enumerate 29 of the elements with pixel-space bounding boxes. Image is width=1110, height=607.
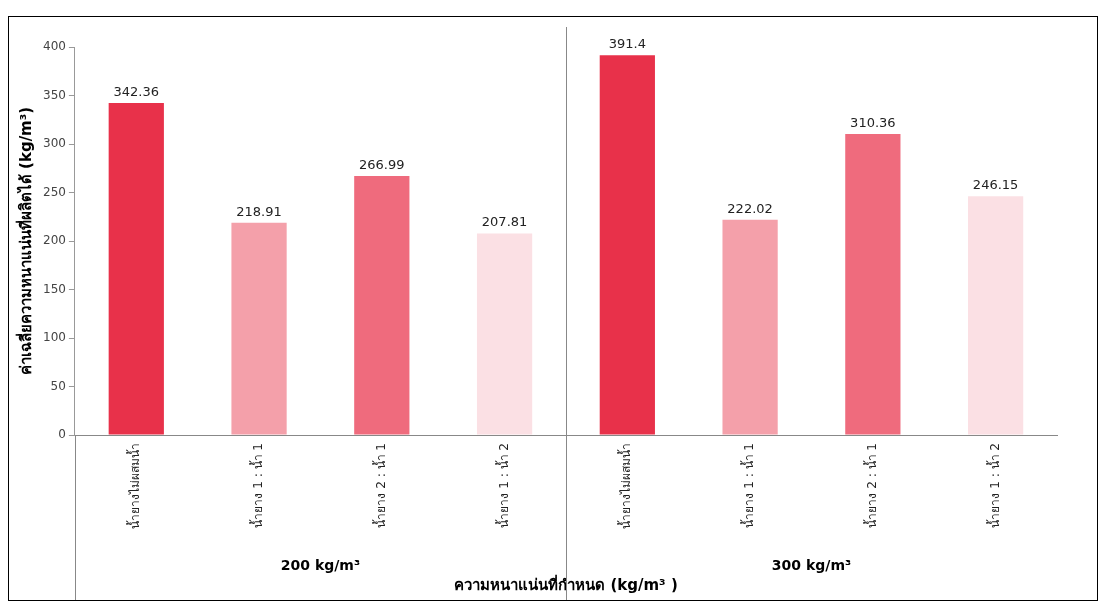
- y-tick-label: 50: [50, 378, 66, 393]
- x-tick-label: น้ำยาง 2 : น้ำ 1: [862, 443, 879, 528]
- data-label: 266.99: [359, 156, 405, 172]
- x-tick-label: น้ำยาง 1 : น้ำ 1: [249, 443, 266, 528]
- y-axis-title: ค่าเฉลี่ยความหนาแน่นที่ผลิตได้ (kg/m³): [14, 106, 35, 376]
- y-tick-label: 100: [43, 330, 66, 345]
- y-tick-label: 250: [43, 184, 66, 199]
- x-tick-label: น้ำยาง 2 : น้ำ 1: [371, 443, 388, 528]
- text: 200 kg/m³: [280, 557, 361, 573]
- x-axis-title: ความหนาแน่นที่กำหนด (kg/m³ ): [454, 573, 678, 594]
- x-tick-label: น้ำยาง 1 : น้ำ 2: [985, 443, 1002, 528]
- y-tick-label: 200: [43, 233, 66, 248]
- x-tick-label: น้ำยางไม่ผสมน้ำ: [617, 443, 634, 529]
- text: 300 kg/m³: [771, 557, 852, 573]
- y-tick-label: 350: [43, 87, 66, 102]
- data-label: 391.4: [608, 36, 646, 52]
- y-tick-label: 150: [43, 281, 66, 296]
- y-tick-label: 400: [43, 39, 66, 54]
- data-label: 207.81: [481, 214, 528, 230]
- x-tick-label: น้ำยาง 1 : น้ำ 1: [740, 443, 757, 528]
- data-label: 246.15: [972, 177, 1019, 193]
- data-label: 218.91: [236, 203, 282, 219]
- data-label: 342.36: [113, 83, 160, 99]
- x-tick-label: น้ำยาง 1 : น้ำ 2: [494, 443, 511, 528]
- data-label: 222.02: [727, 200, 773, 216]
- data-label: 310.36: [850, 114, 896, 130]
- x-tick-label: น้ำยางไม่ผสมน้ำ: [126, 443, 143, 529]
- y-tick-label: 300: [43, 136, 66, 151]
- y-tick-label: 0: [58, 427, 66, 442]
